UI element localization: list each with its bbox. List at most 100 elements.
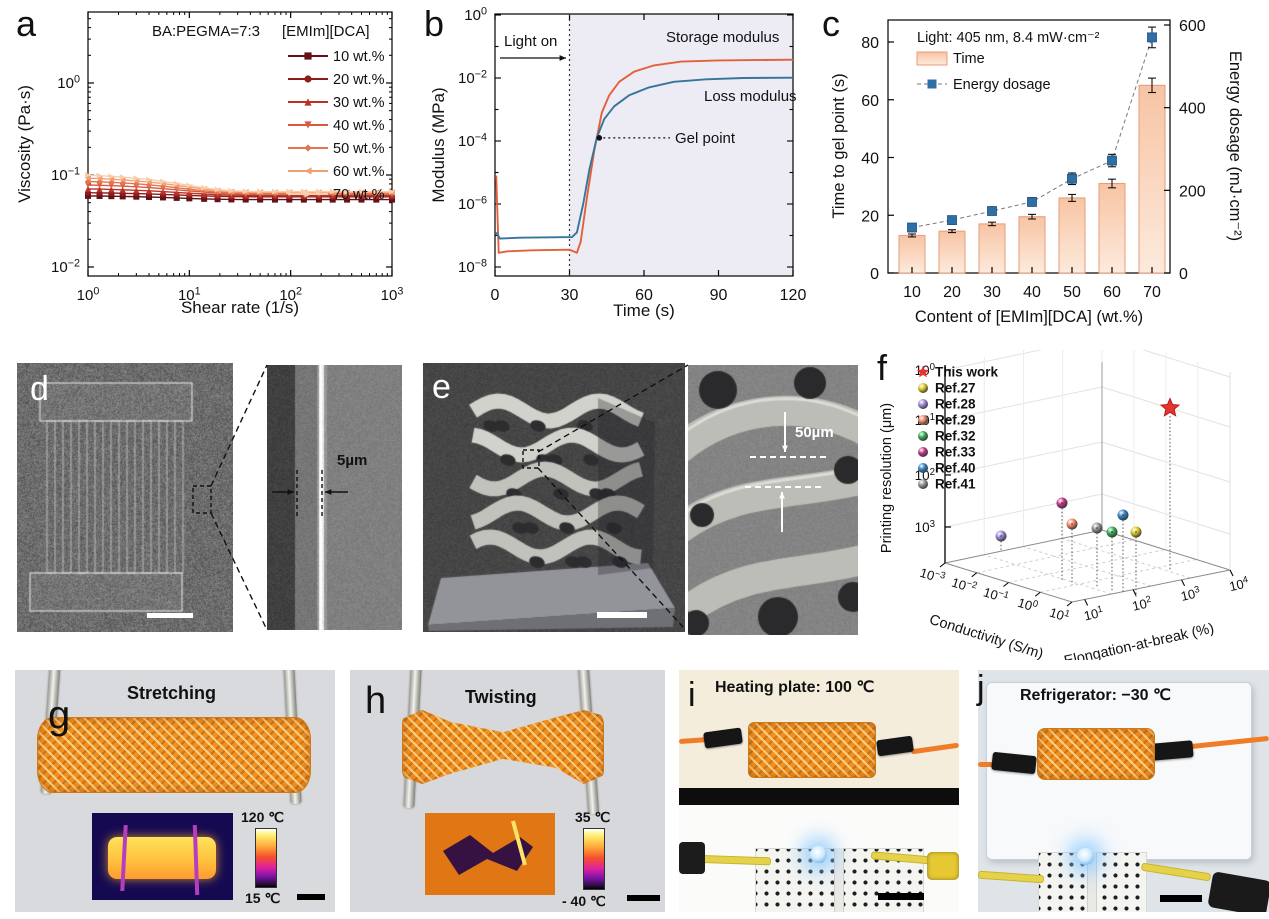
legend-sphere — [918, 399, 928, 409]
time-bar — [1059, 198, 1085, 273]
twisted-sample — [402, 710, 604, 784]
connector-right — [1150, 740, 1193, 761]
svg-text:Loss modulus: Loss modulus — [704, 88, 797, 105]
svg-text:100: 100 — [1016, 594, 1039, 615]
gel-time-energy-chart: 020406080020040060010 20 30 40 50 60 70Light: … — [820, 0, 1269, 345]
svg-text:20 wt.%: 20 wt.% — [333, 72, 385, 88]
stretched-sample — [37, 717, 311, 793]
svg-text:Gel point: Gel point — [675, 130, 736, 147]
scale-bar-h — [627, 895, 660, 901]
panel-i-caption: Heating plate: 100 ℃ — [715, 680, 874, 696]
legend-time-swatch — [917, 52, 947, 65]
panel-letter-f: f — [877, 350, 887, 386]
svg-text:Ref.27: Ref.27 — [935, 381, 976, 396]
panel-h-twisting-photo: Twisting 35 ℃ - 40 ℃ — [350, 670, 665, 912]
svg-text:20: 20 — [943, 284, 961, 301]
svg-text:60: 60 — [1103, 284, 1121, 301]
svg-text:Storage modulus: Storage modulus — [666, 29, 779, 46]
svg-text:50: 50 — [1063, 284, 1081, 301]
sem-gyroid-image — [423, 363, 685, 632]
heater-sample — [748, 722, 876, 778]
temp-max-g: 120 ℃ — [241, 810, 284, 824]
svg-text:10−2: 10−2 — [950, 574, 979, 597]
svg-text:100: 100 — [57, 73, 80, 92]
svg-text:Ref.29: Ref.29 — [935, 413, 976, 428]
svg-text:100: 100 — [464, 5, 487, 24]
scale-bar-d — [147, 613, 193, 618]
svg-text:102: 102 — [1131, 594, 1154, 614]
energy-marker — [1108, 156, 1117, 165]
svg-text:200: 200 — [1179, 183, 1206, 200]
svg-text:BA:PEGMA=7:3: BA:PEGMA=7:3 — [152, 23, 260, 40]
legend-sphere — [918, 415, 928, 425]
time-bar — [1099, 183, 1125, 273]
sem-electrode-zoom-image — [267, 365, 402, 630]
panel-letter-b: b — [424, 6, 444, 42]
thermal-colorbar-h — [583, 828, 605, 890]
svg-text:Ref.32: Ref.32 — [935, 429, 976, 444]
svg-text:10−8: 10−8 — [458, 257, 487, 276]
scale-bar-g — [297, 894, 325, 900]
this-work-star — [1161, 399, 1179, 416]
svg-text:Ref.28: Ref.28 — [935, 397, 976, 412]
svg-text:Ref.41: Ref.41 — [935, 477, 976, 492]
refrigerated-sample — [1037, 728, 1155, 780]
svg-text:0: 0 — [870, 266, 879, 283]
svg-text:103: 103 — [1179, 584, 1202, 604]
comparison-3d-scatter: 10010110210310−310−210−11001011011021031… — [875, 350, 1269, 660]
svg-text:10: 10 — [903, 284, 921, 301]
time-bar — [939, 231, 965, 273]
svg-text:40: 40 — [1023, 284, 1041, 301]
thermal-image-g — [92, 813, 233, 900]
svg-text:70 wt.%: 70 wt.% — [333, 187, 385, 203]
svg-text:120: 120 — [780, 287, 807, 304]
svg-text:100: 100 — [77, 285, 100, 304]
photorheology-chart: 0 30 60 90 12010010−210−410−610−8Light on Sto… — [420, 0, 820, 345]
svg-text:This work: This work — [935, 365, 999, 380]
panel-g-caption: Stretching — [127, 684, 216, 702]
svg-text:10−1: 10−1 — [982, 583, 1011, 606]
legend-energy-marker — [928, 80, 937, 89]
clip-black-left — [679, 842, 705, 874]
panel-letter-h: h — [365, 682, 386, 720]
svg-text:Energy dosage (mJ·cm⁻²): Energy dosage (mJ·cm⁻²) — [1226, 51, 1244, 241]
svg-text:104: 104 — [1228, 574, 1251, 594]
svg-text:10−2: 10−2 — [51, 257, 80, 276]
thermal-colorbar-g — [255, 828, 277, 888]
time-bar — [1139, 85, 1165, 273]
legend-sphere — [918, 383, 928, 393]
svg-text:Conductivity (S/m): Conductivity (S/m) — [927, 612, 1045, 660]
svg-text:103: 103 — [915, 519, 935, 535]
svg-text:Shear rate (1/s): Shear rate (1/s) — [181, 298, 299, 317]
viscosity-shear-chart: 100 101 102 10310010−110−2BA:PEGMA=7:3 [EMIm… — [0, 0, 420, 345]
thermal-cold-shape — [425, 813, 555, 895]
panel-letter-d: d — [30, 372, 49, 406]
panel-letter-j: j — [977, 671, 985, 705]
legend-sphere — [918, 463, 928, 473]
led-i — [810, 846, 827, 863]
svg-text:Viscosity (Pa·s): Viscosity (Pa·s) — [15, 85, 34, 203]
svg-text:90: 90 — [710, 287, 728, 304]
wall-gridline — [945, 442, 1230, 482]
svg-text:Content of [EMIm][DCA] (wt.%): Content of [EMIm][DCA] (wt.%) — [915, 308, 1143, 326]
svg-text:10−1: 10−1 — [51, 165, 80, 184]
svg-text:[EMIm][DCA]: [EMIm][DCA] — [282, 23, 370, 40]
clip-yellow-right — [927, 852, 959, 880]
svg-text:10−6: 10−6 — [458, 194, 487, 213]
svg-text:Printing resolution (μm): Printing resolution (μm) — [879, 403, 895, 553]
svg-text:Time (s): Time (s) — [613, 301, 675, 320]
svg-text:Ref.33: Ref.33 — [935, 445, 976, 460]
clip-black-right — [1207, 871, 1269, 912]
svg-text:50 wt.%: 50 wt.% — [333, 141, 385, 157]
panel-letter-c: c — [822, 6, 840, 42]
svg-text:0: 0 — [491, 287, 500, 304]
svg-text:30: 30 — [561, 287, 579, 304]
panel-letter-a: a — [16, 6, 36, 42]
svg-text:10−4: 10−4 — [458, 131, 487, 150]
legend-sphere — [918, 447, 928, 457]
energy-marker — [1068, 174, 1077, 183]
legend-sphere — [918, 479, 928, 489]
svg-text:Energy dosage: Energy dosage — [953, 77, 1051, 93]
led-wire-left — [978, 871, 1044, 884]
scale-bar-i — [878, 893, 924, 900]
